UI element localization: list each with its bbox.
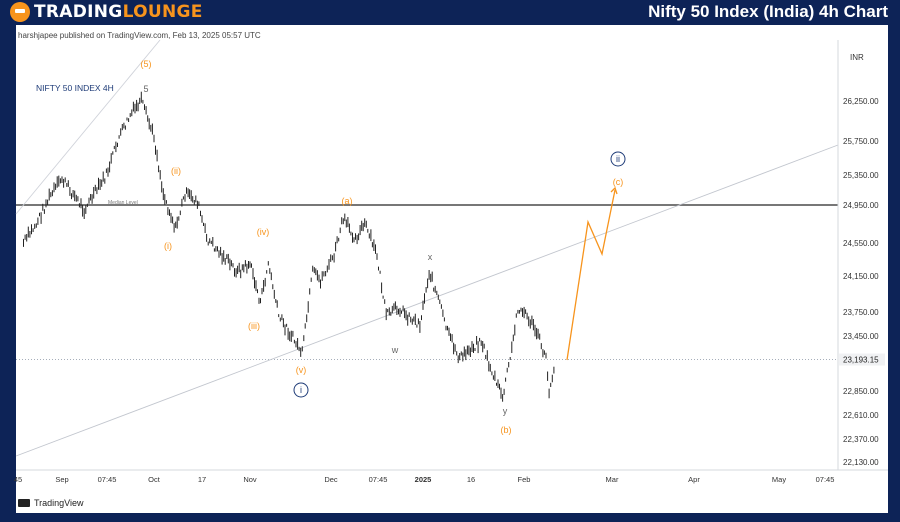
y-tick-label: 22,850.00: [843, 387, 879, 396]
x-tick-label: 07:45: [98, 475, 117, 484]
brand-logo: TRADINGLOUNGE: [10, 2, 203, 22]
x-tick-label: Sep: [55, 475, 68, 484]
x-tick-label: May: [772, 475, 786, 484]
channel-line: [15, 144, 839, 457]
y-tick-label: 25,350.00: [843, 171, 879, 180]
y-tick-label: 26,250.00: [843, 97, 879, 106]
brand-wordmark: TRADINGLOUNGE: [34, 2, 203, 22]
x-tick-label: Feb: [518, 475, 531, 484]
wave-label: i: [300, 385, 302, 395]
wave-label: (v): [296, 365, 307, 375]
chart-title: Nifty 50 Index (India) 4h Chart: [648, 2, 888, 21]
wave-label: (iii): [248, 321, 260, 331]
wave-label: (c): [613, 177, 624, 187]
tradingview-label: TradingView: [34, 498, 84, 508]
median-label: Median Level: [108, 200, 138, 206]
x-tick-label: Oct: [148, 475, 161, 484]
trend-lines: Median Level: [15, 39, 839, 457]
projection-arrowhead: [610, 186, 618, 195]
x-tick-label: Mar: [606, 475, 619, 484]
x-tick-label: 2025: [415, 475, 432, 484]
wave-label: (5): [141, 59, 152, 69]
wave-label: (ii): [171, 166, 181, 176]
x-tick-label: 16: [467, 475, 475, 484]
currency-label: INR: [850, 53, 864, 62]
y-tick-label: 22,130.00: [843, 458, 879, 467]
wave-label-circle: [610, 151, 626, 167]
wave-label: (a): [342, 196, 353, 206]
y-tick-label: 25,750.00: [843, 137, 879, 146]
x-tick-label: 07:45: [816, 475, 835, 484]
channel-line-upper: [15, 39, 161, 215]
published-note: harshjapee published on TradingView.com,…: [18, 31, 261, 40]
y-tick-label: 24,550.00: [843, 239, 879, 248]
brand-word-trading: TRADING: [34, 2, 123, 22]
tradingview-icon: [18, 499, 30, 507]
wave-label-circle: [293, 382, 309, 398]
x-tick-label: 07:45: [369, 475, 388, 484]
symbol-label: NIFTY 50 INDEX 4H: [36, 83, 114, 93]
wave-label: 5: [143, 84, 148, 94]
x-tick-label: Dec: [324, 475, 338, 484]
header-bar: TRADINGLOUNGE Nifty 50 Index (India) 4h …: [0, 0, 900, 24]
last-price-label: 23,193.15: [843, 356, 879, 365]
x-tick-label: Nov: [243, 475, 257, 484]
wave-label: w: [391, 345, 399, 355]
wave-label: y: [503, 406, 508, 416]
last-price-badge: [839, 353, 885, 366]
x-tick-label: Apr: [688, 475, 700, 484]
wave-label: ii: [616, 154, 620, 164]
y-tick-label: 22,370.00: [843, 435, 879, 444]
wave-labels: NIFTY 50 INDEX 4H (5) 5 (i) (ii) (iii) (iv) (v)…: [36, 59, 626, 435]
y-tick-label: 23,450.00: [843, 332, 879, 341]
y-tick-label: 24,950.00: [843, 201, 879, 210]
tradingview-logo: TradingView: [18, 498, 84, 508]
axes: INR 26,250.00 25,750.00 25,350.00 24,950.00 2…: [14, 40, 888, 484]
brand-logo-icon: [10, 2, 30, 22]
wave-label: x: [428, 252, 433, 262]
y-tick-label: 23,750.00: [843, 308, 879, 317]
projection-line: [566, 189, 616, 361]
wave-label: (b): [501, 425, 512, 435]
wave-label: (iv): [257, 227, 270, 237]
y-tick-label: 22,610.00: [843, 411, 879, 420]
chart-panel: [16, 25, 888, 513]
price-bars: [23, 91, 555, 402]
wave-label: (i): [164, 241, 172, 251]
projection-path: [566, 186, 618, 361]
x-tick-label: 45: [14, 475, 22, 484]
brand-word-lounge: LOUNGE: [122, 2, 203, 22]
y-tick-label: 24,150.00: [843, 272, 879, 281]
x-tick-label: 17: [198, 475, 206, 484]
